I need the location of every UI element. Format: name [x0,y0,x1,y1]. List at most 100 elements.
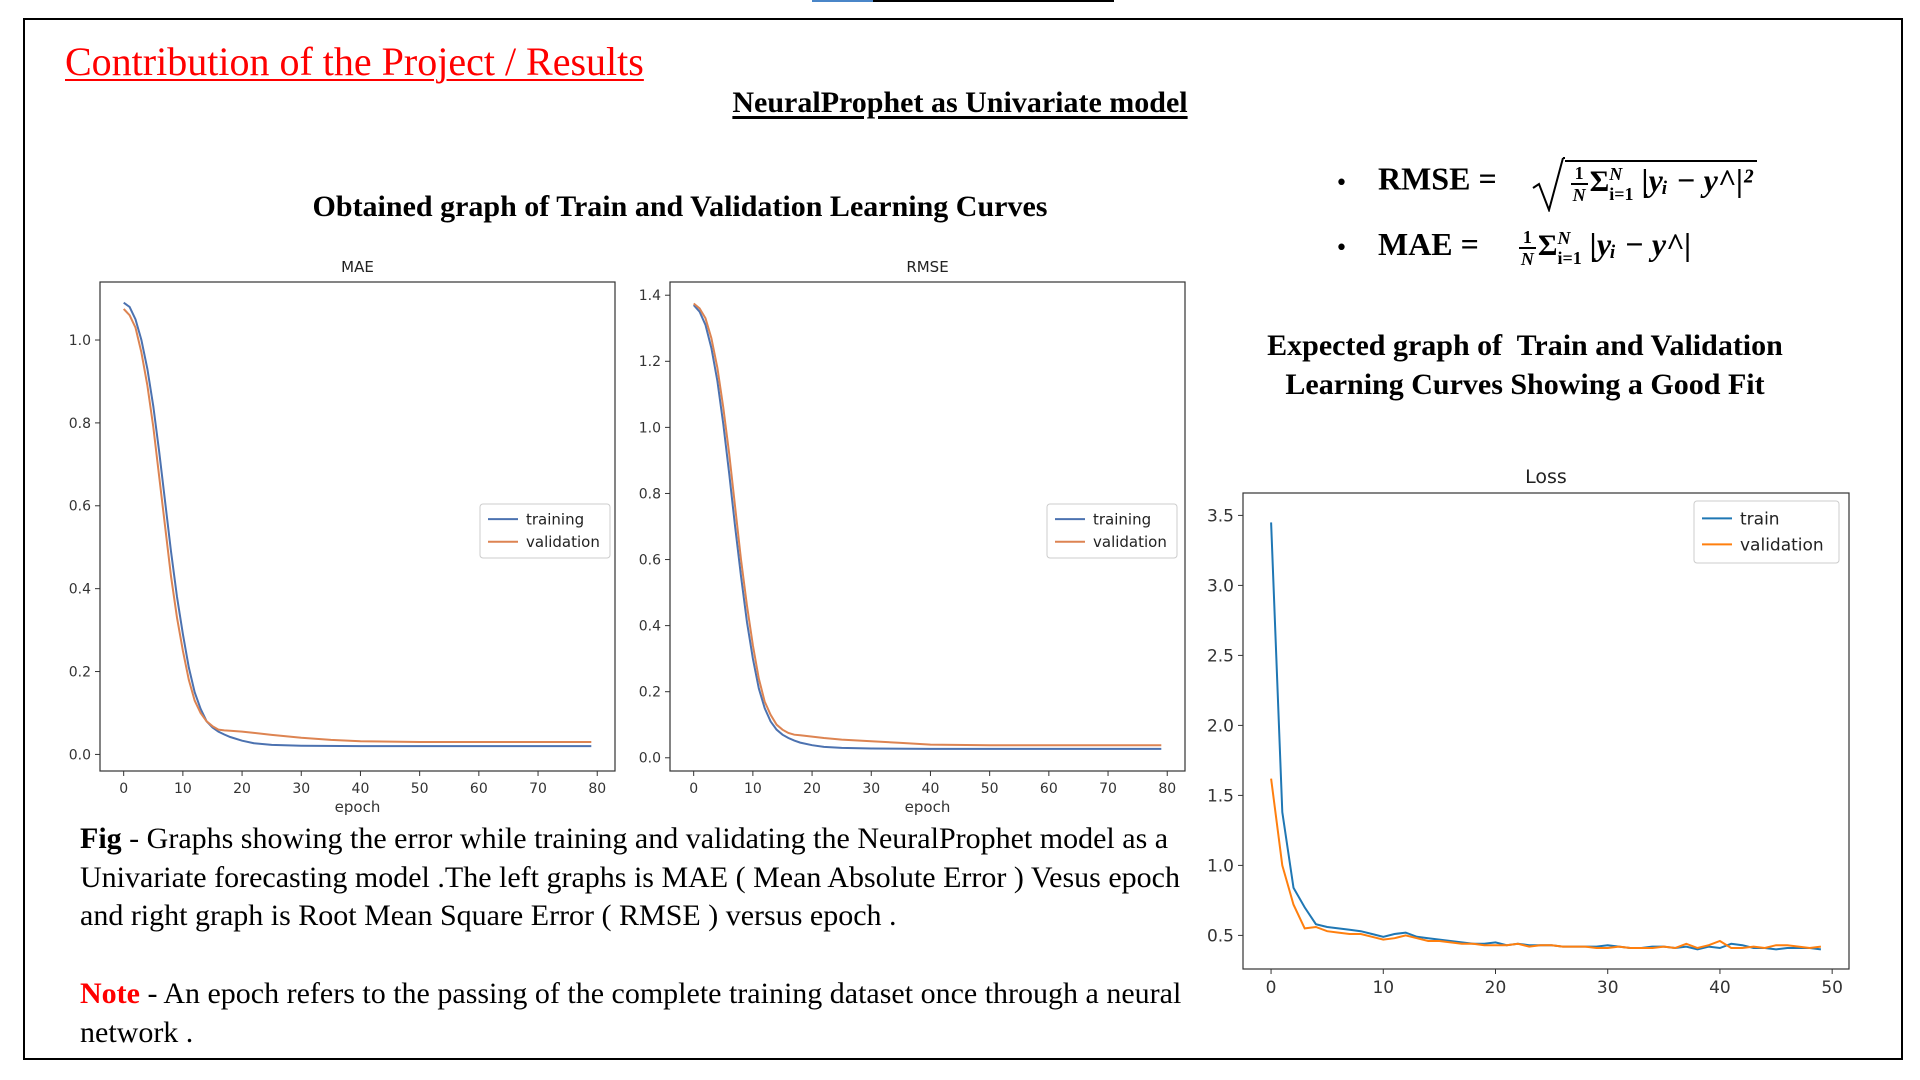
rmse-chart: RMSE 0 10 20 30 40 50 60 70 80 0.0 0.2 0.4 0.6 0.8 1.0 1… [625,252,1195,837]
sum-upper: N [1557,227,1571,248]
x-tick-label: 0 [119,781,128,797]
rmse-label: RMSE = [1377,160,1497,197]
x-tick-label: 60 [1040,781,1058,797]
loss-chart: Loss 0 10 20 30 40 50 0.5 1.0 1.5 2.0 2.5 3.0 3.5 trai… [1200,458,1870,1023]
note: Note - An epoch refers to the passing of… [80,975,1210,1052]
obtained-graph-title: Obtained graph of Train and Validation L… [312,190,1048,223]
y-tick-label: 2.0 [1207,716,1234,736]
series-line-train [1270,522,1822,951]
sum-lower: i=1 [1557,247,1582,268]
rmse-body: |yᵢ − y^|² [1641,162,1753,198]
y-tick-label: 2.5 [1207,646,1234,666]
sub-title: NeuralProphet as Univariate model [732,86,1188,119]
x-tick-label: 0 [689,781,698,797]
note-lead: Note [80,977,140,1010]
mae-body: |yᵢ − y^| [1589,226,1692,262]
expected-title-line2: Learning Curves Showing a Good Fit [1285,368,1765,401]
y-tick-label: 1.4 [639,288,661,304]
y-tick-label: 0.6 [639,552,661,568]
sum-symbol: Σ [1537,229,1558,262]
y-tick-label: 0.5 [1207,926,1234,946]
series-line-validation [693,302,1162,747]
y-tick-label: 0.4 [639,619,661,635]
legend-box [1046,503,1178,559]
x-tick-label: 50 [1821,978,1843,998]
series-line-validation [1270,778,1822,950]
caption-text: - Graphs showing the error while trainin… [80,822,1180,932]
y-tick-label: 0.0 [639,751,661,767]
expected-title-line1: Expected graph of Train and Validation [1267,329,1783,362]
fraction-numerator: 1 [1570,163,1588,185]
x-tick-label: 80 [588,781,606,797]
y-tick-label: 0.8 [69,416,91,432]
bullet: • [1335,236,1348,261]
legend-label-training: training [1093,510,1151,528]
y-tick-label: 1.0 [69,333,91,349]
x-tick-label: 60 [470,781,488,797]
expected-graph-title: Expected graph of Train and Validation L… [1220,326,1830,404]
x-tick-label: 30 [292,781,310,797]
mae-chart: MAE 0 10 20 30 40 50 60 70 80 0.0 0.2 0.4 0.6 0.8 1.0 ep… [58,252,628,837]
mae-svg: MAE 0 10 20 30 40 50 60 70 80 0.0 0.2 0.4 0.6 0.8 1.0 ep… [69,258,616,816]
x-tick-label: 70 [1099,781,1117,797]
plot-frame [1242,492,1850,970]
note-text: - An epoch refers to the passing of the … [80,977,1182,1049]
y-tick-label: 0.8 [639,486,661,502]
y-tick-label: 0.2 [69,664,91,680]
y-tick-label: 0.2 [639,685,661,701]
x-tick-label: 70 [529,781,547,797]
bullet: • [1335,170,1348,196]
legend-label-training: training [526,510,584,528]
plot-frame [669,281,1186,772]
x-tick-label: 80 [1158,781,1176,797]
y-tick-label: 3.0 [1207,576,1234,596]
x-tick-label: 0 [1266,978,1277,998]
x-tick-label: 50 [981,781,999,797]
x-tick-label: 50 [411,781,429,797]
x-axis-label: epoch [335,798,381,816]
legend-label-validation: validation [526,533,600,551]
x-tick-label: 20 [1485,978,1507,998]
legend-label-validation: validation [1093,533,1167,551]
x-tick-label: 10 [744,781,762,797]
top-edge-bar [812,0,1114,2]
y-tick-label: 0.6 [69,499,91,515]
main-title: Contribution of the Project / Results [65,39,644,84]
x-tick-label: 10 [1372,978,1394,998]
figure-caption: Fig - Graphs showing the error while tra… [80,820,1210,936]
x-tick-label: 20 [803,781,821,797]
x-tick-label: 30 [1597,978,1619,998]
fraction-denominator: N [1572,184,1586,205]
fraction-numerator: 1 [1518,227,1536,249]
legend-label-validation: validation [1740,535,1824,555]
mae-label: MAE = [1377,226,1479,262]
y-tick-label: 1.0 [639,420,661,436]
rmse-svg: RMSE 0 10 20 30 40 50 60 70 80 0.0 0.2 0.4 0.6 0.8 1.0 1… [639,258,1186,816]
series-line-validation [122,308,592,743]
x-axis-label: epoch [905,798,951,816]
chart-title: RMSE [906,258,948,276]
chart-title: MAE [341,258,374,276]
x-tick-label: 40 [922,781,940,797]
loss-svg: Loss 0 10 20 30 40 50 0.5 1.0 1.5 2.0 2.5 3.0 3.5 trai… [1207,466,1850,998]
y-tick-label: 1.2 [639,354,661,370]
x-tick-label: 40 [352,781,370,797]
chart-title: Loss [1525,466,1567,488]
legend-label-train: train [1740,509,1780,529]
y-tick-label: 3.5 [1207,506,1234,526]
legend-box [479,503,611,559]
series-line-training [692,304,1162,750]
x-tick-label: 20 [233,781,251,797]
sum-lower: i=1 [1609,183,1634,204]
caption-lead: Fig [80,822,122,855]
top-edge-accent [812,0,873,2]
fraction-denominator: N [1520,248,1534,269]
sum-symbol: Σ [1589,165,1610,198]
